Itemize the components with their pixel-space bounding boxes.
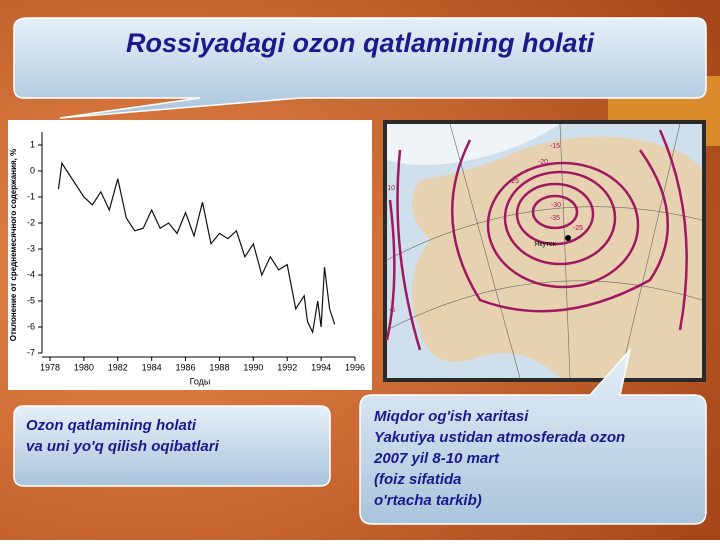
y-tick-label: -1 (27, 191, 35, 201)
x-tick-label: 1978 (40, 362, 60, 372)
map-label: -30 (551, 202, 561, 209)
chart: 1 0 -1 -2 -3 -4 -5 -6 -7 1978 1980 1982 1984 1986 1988… (9, 132, 365, 386)
y-tick-label: -2 (27, 217, 35, 227)
y-tick-label: -5 (27, 295, 35, 305)
map-label: -20 (538, 159, 548, 166)
map-label: -15 (550, 143, 560, 150)
y-axis-label: Отклонение от среднемесячного содержания… (9, 149, 18, 342)
x-axis-label: Годы (190, 376, 211, 386)
captions: Ozon qatlamining holati va uni yo'q qilis… (26, 408, 625, 509)
y-tick-label: 0 (30, 165, 35, 175)
caption-line: (foiz sifatida (374, 471, 462, 488)
x-tick-label: 1988 (209, 362, 229, 372)
caption-box (13, 405, 331, 487)
map-label: -35 (550, 215, 560, 222)
map-label: -25 (573, 225, 583, 232)
y-tick-label: -3 (27, 243, 35, 253)
caption-line: o'rtacha tarkib) (374, 492, 482, 509)
x-tick-label: 1986 (176, 362, 196, 372)
map-label: -10 (385, 185, 395, 192)
caption-callout (359, 347, 707, 525)
map-label: -5 (389, 307, 395, 314)
y-tick-label: -7 (27, 347, 35, 357)
y-tick-label: -4 (27, 269, 35, 279)
data-line (57, 161, 336, 335)
caption-line: va uni yo'q qilish oqibatlari (26, 438, 220, 455)
y-tick-label: 1 (30, 139, 35, 149)
x-tick-label: 1990 (243, 362, 263, 372)
title: Rossiyadagi ozon qatlamining holati (126, 28, 595, 58)
caption-line: 2007 yil 8-10 mart (373, 450, 500, 467)
x-tick-label: 1996 (345, 362, 365, 372)
x-tick-label: 1980 (74, 362, 94, 372)
map-label: -25 (509, 178, 519, 185)
caption-line: Yakutiya ustidan atmosferada ozon (374, 429, 625, 446)
map: -15 -20 -25 -30 -35 -25 -10 -5 Якутск (383, 120, 706, 382)
x-tick-label: 1982 (108, 362, 128, 372)
x-tick-label: 1992 (277, 362, 297, 372)
caption-line: Miqdor og'ish xaritasi (374, 408, 529, 425)
x-tick-label: 1984 (142, 362, 162, 372)
title-callout (13, 17, 707, 119)
chart-panel (8, 120, 372, 390)
caption-line: Ozon qatlamining holati (26, 417, 197, 434)
y-tick-label: -6 (27, 321, 35, 331)
x-tick-label: 1994 (311, 362, 331, 372)
map-label: Якутск (534, 241, 556, 248)
